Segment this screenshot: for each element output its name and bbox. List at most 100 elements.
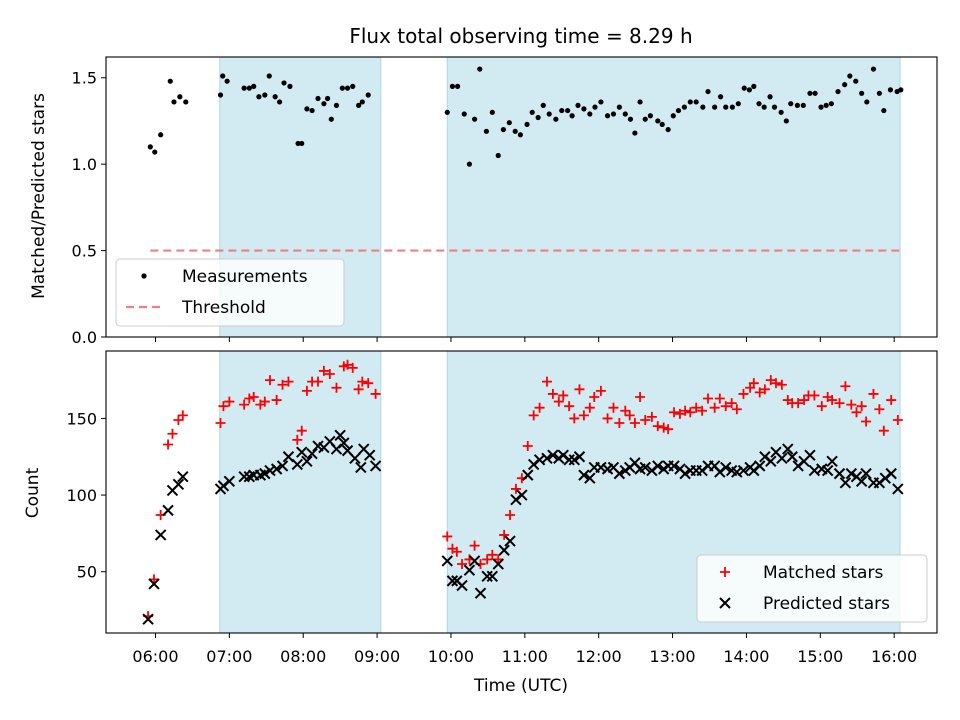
predicted-star-point [845,467,858,480]
measurement-point [847,73,853,79]
legend-measurement-marker [141,273,147,279]
measurement-point [705,88,711,95]
matched-star-point [457,559,468,570]
measurement-point [604,113,611,119]
predicted-star-point [259,467,271,480]
top-y-tick-label: 1.5 [72,69,97,88]
matched-star-point [541,376,552,387]
measurement-point [461,111,467,117]
measurement-point [818,104,824,110]
x-axis-label: Time (UTC) [473,676,568,696]
chart-title: Flux total observing time = 8.29 h [349,24,692,48]
matched-star-point [312,376,323,387]
top-series-measurements [147,66,904,167]
predicted-star-point [162,504,174,517]
measurement-point [455,83,461,89]
matched-star-point [663,424,674,435]
predicted-star-point [338,437,350,449]
measurement-point [870,66,877,72]
measurement-point [517,132,523,138]
measurement-point [309,107,315,114]
measurement-point [333,102,340,108]
bottom-legend-box [696,554,928,623]
predicted-star-point [334,429,346,442]
matched-star-point [892,414,903,425]
measurement-point [262,92,268,98]
measurement-point [495,152,501,159]
matched-star-point [658,422,669,433]
measurement-point [365,92,371,98]
measurement-point [794,102,800,108]
measurement-point [444,109,450,115]
measurement-point [304,106,310,112]
predicted-star-point [885,467,897,480]
matched-star-point [614,418,625,429]
measurement-point [746,87,752,93]
measurement-point [158,132,164,138]
measurement-point [529,109,535,115]
measurement-point [729,104,735,110]
measurement-point [506,120,512,126]
matched-star-point [342,359,353,370]
matched-star-point [442,531,453,542]
predicted-star-point [492,558,504,570]
measurement-point [500,126,507,133]
x-tick-label: 12:00 [576,647,622,666]
top-y-tick-label: 0.0 [72,328,97,347]
matched-star-point [759,384,770,395]
matched-star-point [726,398,737,409]
measurement-point [592,104,598,110]
predicted-star-point [568,454,581,466]
matched-star-point [703,393,714,404]
measurement-point [741,85,747,91]
measurement-point [756,101,762,107]
measurement-point [898,87,904,93]
measurement-point [177,94,183,100]
predicted-star-point [474,587,487,599]
measurement-point [616,104,622,110]
top-legend: Measurements Threshold [115,258,345,327]
x-tick-label: 16:00 [871,647,917,666]
predicted-star-point [668,460,680,472]
predicted-star-point [148,578,160,590]
predicted-star-point [892,483,904,495]
predicted-star-point [782,443,794,455]
measurement-point [723,104,729,110]
measurement-point [281,80,287,86]
x-tick-label: 14:00 [723,647,769,666]
matched-star-point [283,376,294,387]
measurement-point [147,144,153,150]
matched-star-point [301,385,312,396]
measurement-point [800,102,806,108]
measurement-point [842,82,848,88]
matched-star-point [248,391,259,402]
bottom-y-tick-label: 100 [66,486,97,505]
matched-star-point [809,390,820,401]
measurement-point [881,107,887,114]
predicted-star-point [679,467,691,480]
measurement-point [569,113,575,119]
measurement-point [328,116,334,122]
predicted-star-point [578,469,590,481]
measurement-point [171,99,177,105]
measurement-point [864,99,870,105]
measurement-point [783,118,789,124]
matched-star-point [331,382,342,393]
measurement-point [535,114,541,121]
measurement-point [587,111,593,117]
matched-star-point [505,509,516,520]
predicted-star-point [504,535,516,547]
measurement-point [681,104,687,110]
matched-star-point [564,401,575,412]
measurement-point [687,99,693,105]
measurement-point [788,101,794,107]
matched-star-point [569,413,580,424]
matched-star-point [218,401,229,412]
measurement-point [575,102,581,108]
bottom-y-tick-label: 50 [77,563,97,582]
measurement-point [466,161,473,167]
matched-star-point [646,411,657,422]
measurement-point [735,101,741,107]
matched-star-point [878,425,889,436]
bottom-y-tick-label: 150 [66,409,97,428]
